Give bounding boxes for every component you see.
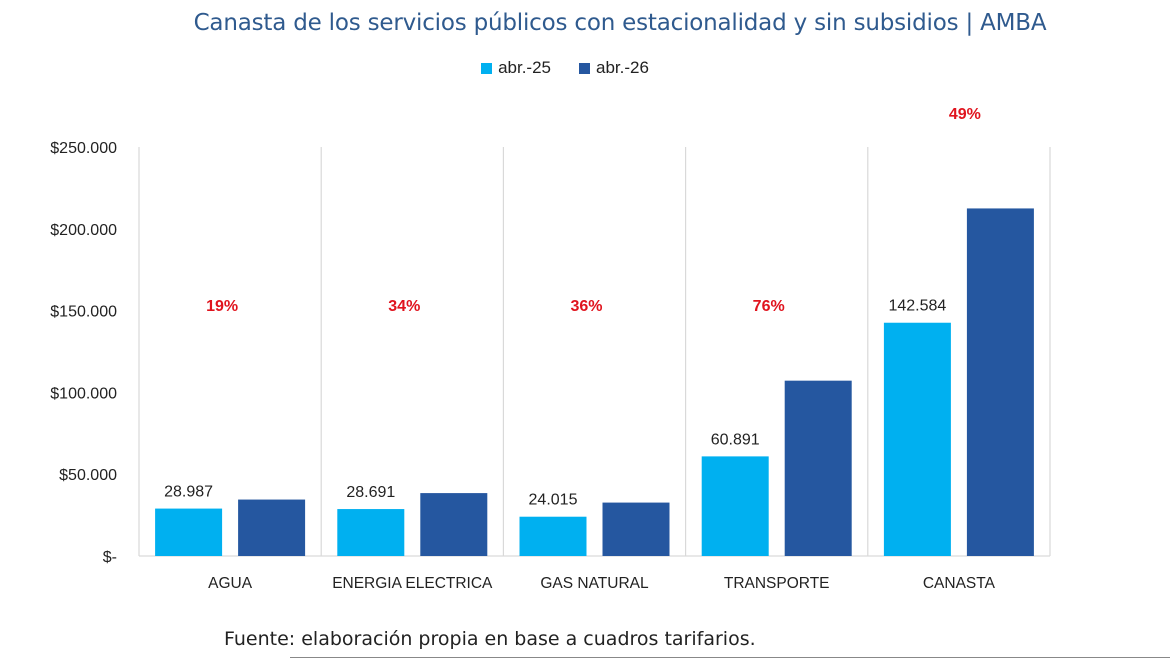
bar-abr-26 bbox=[966, 208, 1034, 556]
bar-abr-25 bbox=[519, 516, 587, 556]
percent-change-annotation: 19% bbox=[206, 298, 238, 315]
y-tick-label: $200.000 bbox=[50, 222, 117, 239]
x-tick-label: GAS NATURAL bbox=[540, 575, 649, 592]
y-tick-label: $100.000 bbox=[50, 385, 117, 402]
legend-swatch-abr-26 bbox=[579, 62, 590, 74]
y-tick-label: $- bbox=[103, 549, 117, 566]
chart-title: Canasta de los servicios públicos con es… bbox=[193, 10, 1047, 36]
chart-legend: abr.-25 abr.-26 bbox=[0, 58, 1130, 78]
percent-change-annotation: 36% bbox=[570, 298, 602, 315]
percent-change-annotation: 34% bbox=[388, 298, 420, 315]
x-tick-label: ENERGIA ELECTRICA bbox=[332, 575, 493, 592]
data-label-abr-25: 142.584 bbox=[888, 298, 946, 315]
bar-abr-25 bbox=[701, 456, 769, 556]
percent-change-annotation: 76% bbox=[753, 298, 785, 315]
legend-item-abr-25: abr.-25 bbox=[481, 58, 551, 78]
percent-change-annotation: 49% bbox=[949, 106, 981, 123]
data-label-abr-25: 28.987 bbox=[164, 484, 213, 501]
bar-abr-25 bbox=[337, 509, 405, 556]
bar-abr-25 bbox=[155, 508, 223, 556]
x-tick-label: AGUA bbox=[208, 575, 253, 592]
legend-label-abr-25: abr.-25 bbox=[498, 58, 551, 77]
data-label-abr-25: 24.015 bbox=[529, 492, 578, 509]
bar-abr-26 bbox=[420, 493, 488, 556]
data-label-abr-25: 60.891 bbox=[711, 431, 760, 448]
y-tick-label: $150.000 bbox=[50, 304, 117, 321]
legend-item-abr-26: abr.-26 bbox=[579, 58, 649, 78]
footer-divider bbox=[290, 657, 1170, 658]
legend-swatch-abr-25 bbox=[481, 62, 493, 74]
x-tick-label: TRANSPORTE bbox=[724, 575, 830, 592]
x-tick-label: CANASTA bbox=[923, 575, 996, 592]
y-tick-label: $50.000 bbox=[59, 467, 117, 484]
bar-abr-26 bbox=[784, 380, 852, 556]
bar-abr-26 bbox=[602, 502, 670, 556]
legend-label-abr-26: abr.-26 bbox=[596, 58, 649, 77]
bar-abr-25 bbox=[883, 322, 951, 556]
source-note: Fuente: elaboración propia en base a cua… bbox=[224, 628, 756, 650]
data-label-abr-25: 28.691 bbox=[346, 484, 395, 501]
bar-abr-26 bbox=[238, 499, 306, 556]
y-tick-label: $250.000 bbox=[50, 140, 117, 157]
